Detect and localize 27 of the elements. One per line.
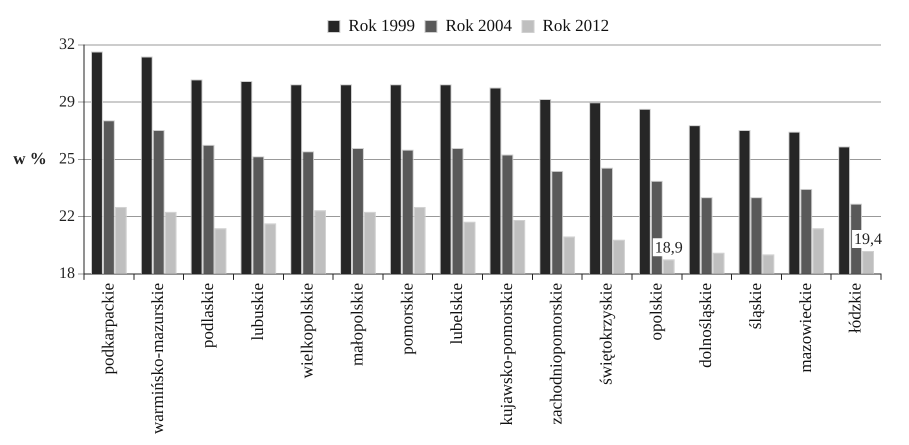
y-axis-title: w % <box>13 148 47 168</box>
x-tick-label: kujawsko-pomorskie <box>496 282 516 426</box>
x-tick-label: śląskie <box>746 282 765 330</box>
x-tick-label: podlaskie <box>198 282 217 348</box>
x-tick-label: świętokrzyskie <box>596 282 616 385</box>
x-tick-label: podkarpackie <box>98 282 118 375</box>
legend-label: Rok 2004 <box>445 16 513 35</box>
x-tick-label: warmińsko-mazurskie <box>148 282 168 434</box>
data-label: 18,9 <box>654 239 683 256</box>
y-tick-label: 25 <box>59 150 75 168</box>
x-tick-label: pomorskie <box>397 282 416 355</box>
y-tick-label: 29 <box>59 93 75 110</box>
x-tick-label: łódzkie <box>846 282 865 333</box>
y-tick-label: 32 <box>59 36 75 54</box>
y-tick-label: 18 <box>59 265 75 282</box>
y-tick-label: 22 <box>59 208 75 225</box>
x-tick-label: wielkopolskie <box>298 282 317 378</box>
x-tick-label: mazowieckie <box>796 282 815 373</box>
x-tick-label: dolnośląskie <box>696 282 716 368</box>
x-tick-label: lubelskie <box>447 282 466 344</box>
x-tick-label: lubuskie <box>248 282 267 341</box>
legend-label: Rok 2012 <box>542 16 610 35</box>
x-tick-label: zachodniopomorskie <box>546 282 566 425</box>
x-tick-label: małopolskie <box>347 282 366 366</box>
x-tick-label: opolskie <box>646 282 666 341</box>
data-label: 19,4 <box>854 231 882 248</box>
legend-label: Rok 1999 <box>348 16 415 35</box>
